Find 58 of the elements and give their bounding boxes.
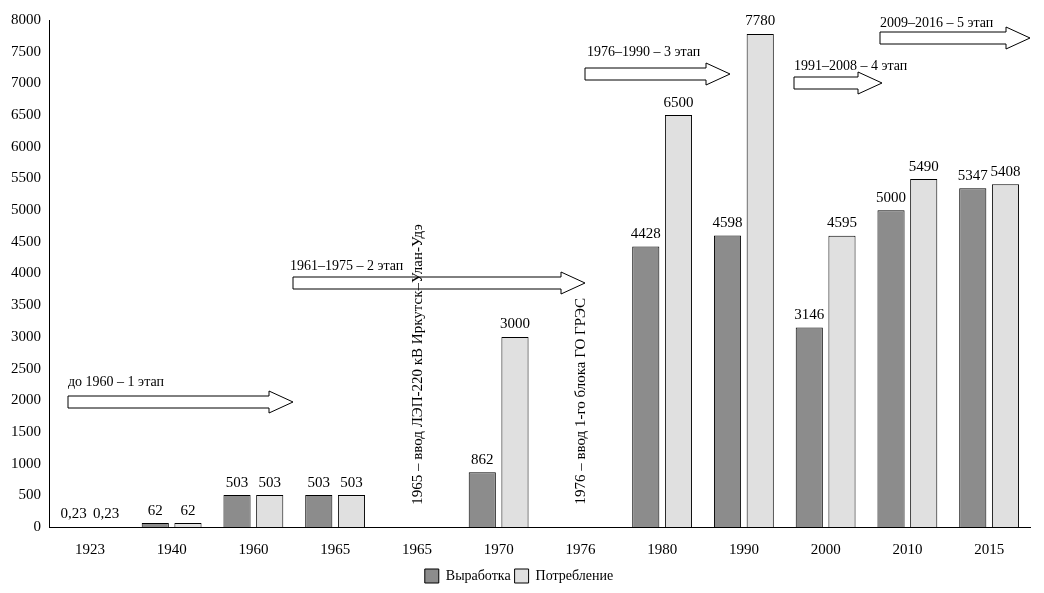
data-label: 5408 <box>990 162 1021 179</box>
annotation: 2009–2016 – 5 этап <box>880 15 994 31</box>
data-label: 503 <box>340 473 363 490</box>
x-tick-label: 1970 <box>483 540 514 557</box>
data-label: 503 <box>225 473 249 490</box>
x-tick-label: 1965 <box>401 540 432 557</box>
data-label: 4595 <box>826 214 857 231</box>
y-tick-label: 4500 <box>11 232 41 249</box>
y-tick-label: 7000 <box>11 74 41 91</box>
x-tick-label: 2015 <box>974 540 1005 557</box>
y-tick-label: 5000 <box>11 201 41 218</box>
y-tick-label: 0 <box>33 517 41 534</box>
x-tick-label: 1990 <box>728 540 759 557</box>
x-tick-label: 1980 <box>647 540 678 557</box>
y-tick-label: 1000 <box>11 454 41 471</box>
y-tick-label: 6500 <box>11 106 41 122</box>
legend-label: Выработка <box>445 567 512 583</box>
data-label: 5000 <box>876 188 907 205</box>
data-label: 3146 <box>794 306 825 323</box>
y-tick-label: 7500 <box>11 42 41 59</box>
x-tick-label: 1965 <box>320 540 351 557</box>
data-label: 503 <box>307 473 331 490</box>
annotation: 1991–2008 – 4 этап <box>794 58 908 74</box>
y-tick-label: 3000 <box>11 327 41 344</box>
y-tick-label: 2500 <box>11 359 41 376</box>
annotation: 1961–1975 – 2 этап <box>290 258 404 274</box>
data-label: 0,23 <box>60 505 87 522</box>
data-label: 3000 <box>499 315 530 332</box>
x-tick-label: 1923 <box>74 540 105 557</box>
y-tick-label: 500 <box>18 486 41 503</box>
y-tick-label: 4000 <box>11 264 41 281</box>
data-label: 0,23 <box>93 505 120 522</box>
y-tick-label: 5500 <box>11 169 41 186</box>
annotation: до 1960 – 1 этап <box>68 374 164 390</box>
y-tick-label: 3500 <box>11 296 41 313</box>
y-tick-label: 8000 <box>11 10 41 27</box>
data-label: 4428 <box>630 224 661 241</box>
y-tick-label: 2000 <box>11 391 41 408</box>
x-tick-label: 1976 <box>565 540 596 557</box>
y-tick-label: 6000 <box>11 137 41 154</box>
data-label: 7780 <box>745 12 776 29</box>
annotation: 1976 – ввод 1-го блока ГО ГРЭС <box>571 298 590 505</box>
x-tick-label: 1960 <box>238 540 269 557</box>
annotation: 1976–1990 – 3 этап <box>587 44 701 60</box>
x-tick-label: 2010 <box>892 540 923 557</box>
legend-label: Потребление <box>535 567 614 583</box>
data-label: 6500 <box>663 93 694 110</box>
y-tick-label: 1500 <box>11 422 41 439</box>
x-tick-label: 2000 <box>810 540 841 557</box>
data-label: 862 <box>471 450 494 467</box>
data-label: 5347 <box>957 166 989 183</box>
data-label: 503 <box>258 473 281 490</box>
annotation: 1965 – ввод ЛЭП-220 кВ Иркутск–Улан-Удэ <box>407 224 426 505</box>
data-label: 4598 <box>712 214 743 231</box>
x-tick-label: 1940 <box>156 540 187 557</box>
data-label: 62 <box>180 501 196 518</box>
data-label: 5490 <box>908 157 939 174</box>
data-label: 62 <box>147 501 163 518</box>
